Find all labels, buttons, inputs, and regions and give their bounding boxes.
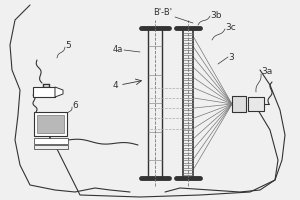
Text: 4a: 4a: [112, 46, 123, 54]
Bar: [232, 96, 246, 112]
Bar: [248, 97, 264, 111]
Text: B'-B': B'-B': [154, 8, 172, 17]
Text: 3c: 3c: [225, 23, 236, 32]
Bar: [34, 145, 68, 149]
Text: 6: 6: [72, 100, 78, 110]
Text: 3: 3: [228, 52, 234, 62]
Polygon shape: [55, 87, 63, 97]
Bar: [37, 115, 64, 133]
Text: 4: 4: [112, 80, 118, 90]
Text: 5: 5: [65, 40, 71, 49]
Text: 3b: 3b: [210, 10, 221, 20]
Bar: [34, 138, 68, 144]
Bar: [34, 112, 67, 136]
Text: 3a: 3a: [261, 68, 272, 76]
Bar: [33, 87, 55, 97]
